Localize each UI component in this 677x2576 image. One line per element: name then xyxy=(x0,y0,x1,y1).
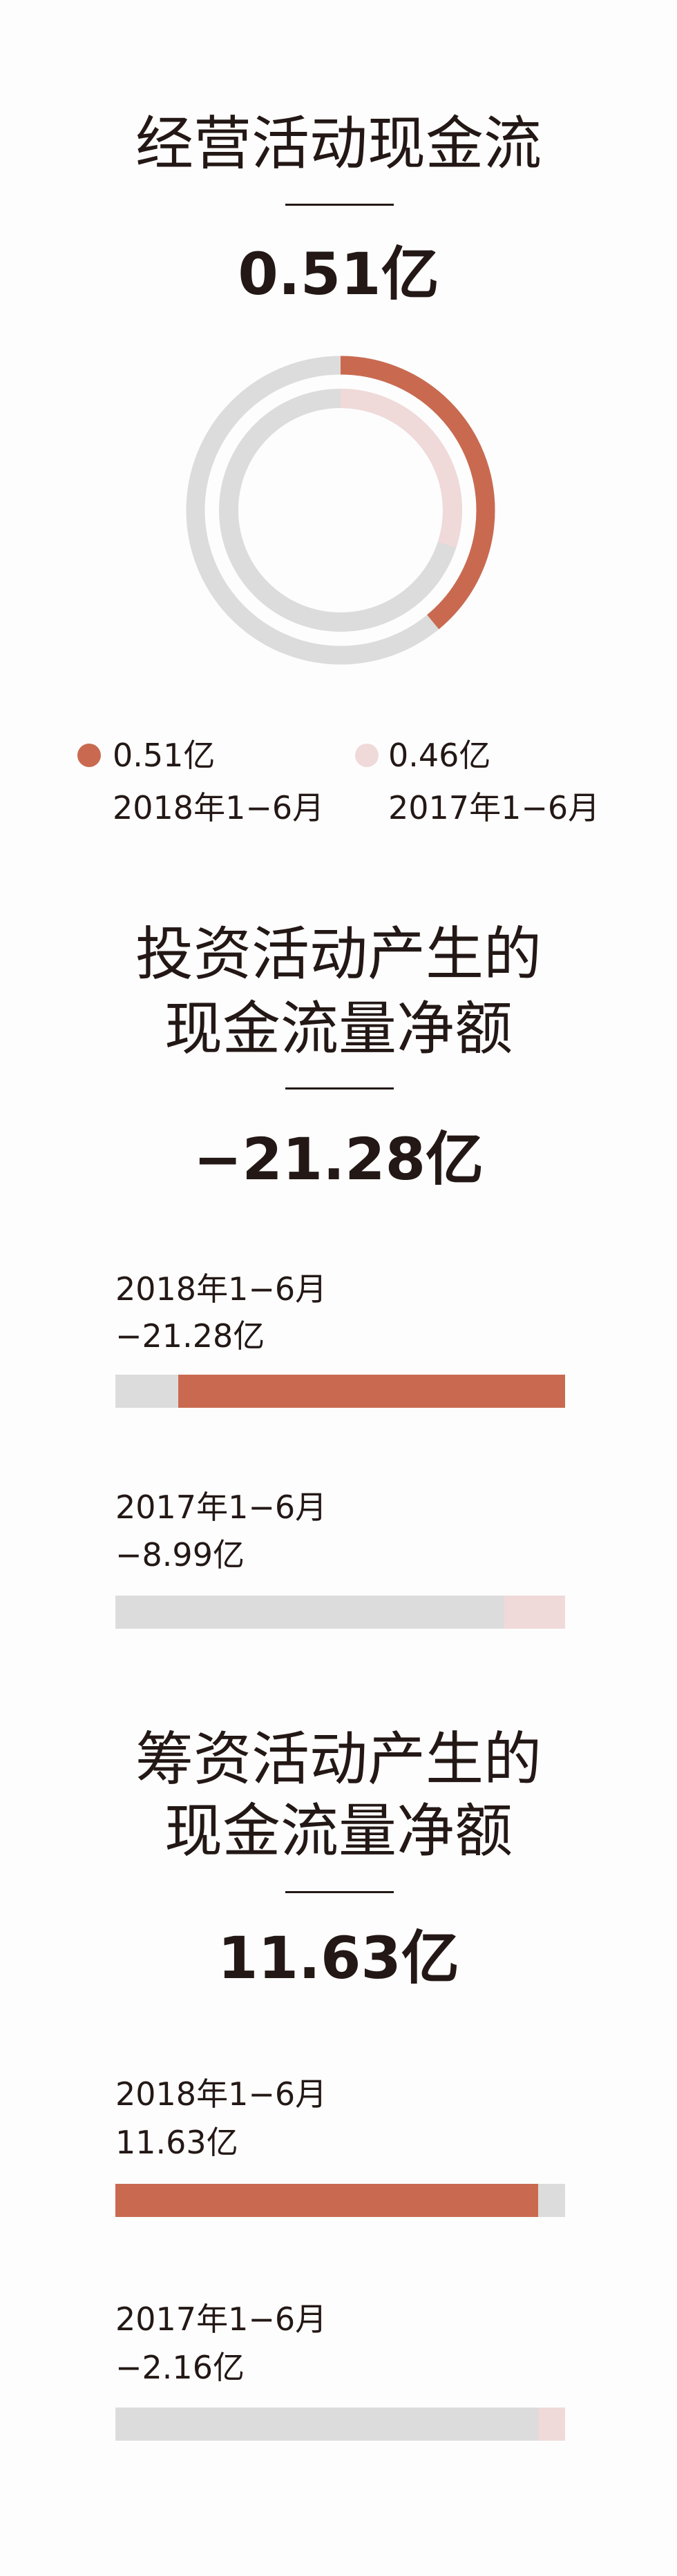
operating-cashflow-value: 0.51亿 xyxy=(238,240,439,308)
legend-dot-2017 xyxy=(355,744,379,767)
legend-value-2018: 0.51亿 xyxy=(113,737,216,774)
bar-period: 2017年1−6月 xyxy=(115,1489,327,1526)
bar-fill xyxy=(537,2408,565,2441)
bar-fill xyxy=(504,1596,565,1629)
title-divider xyxy=(285,1891,394,1893)
legend-period-2018: 2018年1−6月 xyxy=(113,789,325,826)
investing-title-line1: 投资活动产生的 xyxy=(135,920,542,988)
bar-value: −8.99亿 xyxy=(115,1536,245,1573)
legend-period-2017: 2017年1−6月 xyxy=(388,789,600,826)
legend-value-2017: 0.46亿 xyxy=(388,737,491,774)
bar-period: 2018年1−6月 xyxy=(115,2075,327,2113)
investing-value: −21.28亿 xyxy=(193,1125,484,1193)
operating-cashflow-title: 经营活动现金流 xyxy=(135,110,542,177)
title-divider xyxy=(285,1087,394,1090)
bar-fill xyxy=(115,2184,538,2217)
financing-title-line1: 筹资活动产生的 xyxy=(135,1725,542,1793)
investing-title-line2: 现金流量净额 xyxy=(164,995,513,1063)
investing-bar-2018 xyxy=(115,1375,565,1408)
title-divider xyxy=(285,204,394,206)
bar-value: −21.28亿 xyxy=(115,1317,265,1355)
investing-bar-2017 xyxy=(115,1596,565,1629)
operating-cashflow-donut xyxy=(186,356,495,665)
bar-value: −2.16亿 xyxy=(115,2349,245,2386)
bar-fill xyxy=(178,1375,565,1408)
bar-period: 2018年1−6月 xyxy=(115,1270,327,1308)
bar-period: 2017年1−6月 xyxy=(115,2301,327,2338)
outer-ring-arc-2018 xyxy=(186,356,495,665)
financing-value: 11.63亿 xyxy=(218,1924,459,1992)
financing-bar-2017 xyxy=(115,2408,565,2441)
legend-dot-2018 xyxy=(77,744,101,767)
financing-title-line2: 现金流量净额 xyxy=(164,1797,513,1865)
bar-value: 11.63亿 xyxy=(115,2124,238,2161)
financing-bar-2018 xyxy=(115,2184,565,2217)
inner-ring-arc-2017 xyxy=(219,389,462,632)
